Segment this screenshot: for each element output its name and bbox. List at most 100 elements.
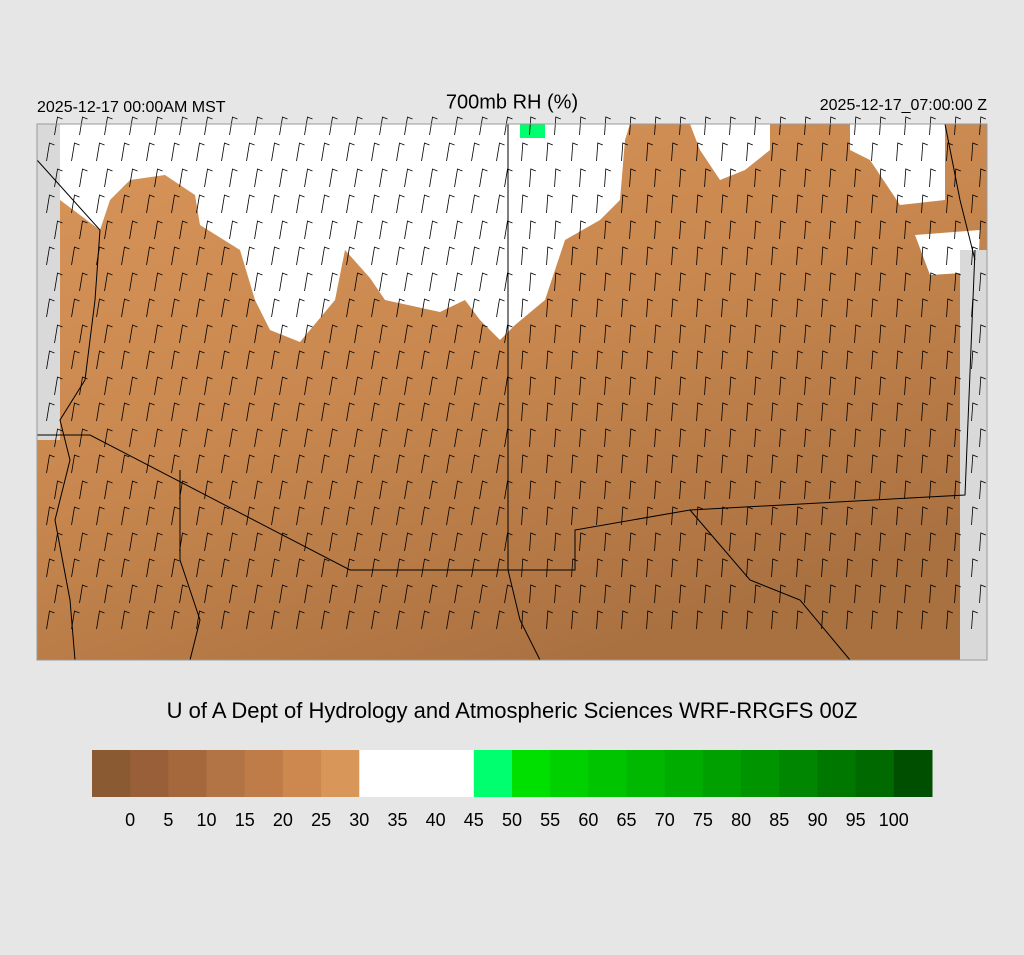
wind-barb [404,272,413,292]
wind-barb [104,376,113,396]
wind-barb [429,428,438,448]
wind-barb [396,350,405,370]
humid-patch [520,124,545,138]
wind-barb [496,298,505,318]
wind-barb [229,220,238,240]
wind-barb [704,324,711,344]
wind-barb [71,506,80,526]
wind-barb [79,324,88,344]
wind-barb [879,480,886,500]
wind-barb [629,272,636,292]
wind-barb [421,194,430,214]
wind-barb [429,584,438,604]
wind-barb [954,532,961,552]
wind-barb [796,558,803,578]
wind-barb [454,220,463,240]
wind-barb [204,532,213,552]
wind-barb [746,194,753,214]
wind-barb [779,428,786,448]
wind-barb [446,246,455,266]
wind-barb [321,402,330,422]
wind-barb [379,168,388,188]
wind-barb [821,506,828,526]
wind-barb [746,610,753,630]
wind-barb [146,506,155,526]
wind-barb [529,532,536,552]
wind-barb [921,194,928,214]
wind-barb [454,532,463,552]
color-swatch [550,750,589,797]
wind-barb [579,272,586,292]
wind-barb [554,324,561,344]
wind-barb [696,454,703,474]
wind-barb [804,168,811,188]
wind-barb [429,272,438,292]
wind-barb [379,272,388,292]
wind-barb [904,324,911,344]
wind-barb [329,584,338,604]
wind-barb [421,454,430,474]
wind-barb [596,454,603,474]
wind-barb [604,324,611,344]
wind-barb [671,610,678,630]
wind-barb [779,584,786,604]
colorbar-label: 10 [197,810,217,830]
wind-barb [329,428,338,448]
wind-barb [379,116,388,136]
wind-barb [354,168,363,188]
wind-barb [729,532,736,552]
wind-barb [946,506,953,526]
wind-barb [454,428,463,448]
wind-barb [279,480,288,500]
wind-barb [296,558,305,578]
wind-barb [129,376,138,396]
wind-barb [504,324,513,344]
wind-barb [46,558,55,578]
wind-barb [454,324,463,344]
wind-barb [721,142,728,162]
wind-barb [796,402,803,422]
wind-barb [129,116,138,136]
wind-barb [246,610,255,630]
wind-barb [146,558,155,578]
wind-barb [696,558,703,578]
wind-barb [754,376,761,396]
wind-barb [279,532,288,552]
wind-barb [354,376,363,396]
wind-barb [54,116,63,136]
wind-barb [271,454,280,474]
wind-barb [71,558,80,578]
wind-barb [979,584,986,604]
wind-barb [629,584,636,604]
wind-barb [904,428,911,448]
wind-barb [129,168,138,188]
wind-barb [704,480,711,500]
wind-barb [654,532,661,552]
wind-barb [696,402,703,422]
wind-barb [646,558,653,578]
wind-barb [679,324,686,344]
wind-barb [204,324,213,344]
wind-barb [896,558,903,578]
wind-barb [529,272,536,292]
wind-barb [229,168,238,188]
wind-barb [154,428,163,448]
wind-barb [221,142,230,162]
wind-barb [771,610,778,630]
wind-barb [596,142,603,162]
wind-barb [229,584,238,604]
wind-barb [279,584,288,604]
wind-barb [371,142,380,162]
wind-barb [979,220,986,240]
wind-barb [646,350,653,370]
wind-barb [854,272,861,292]
wind-barb [304,220,313,240]
wind-barb [771,246,778,266]
wind-barb [229,532,238,552]
wind-barb [446,506,455,526]
wind-barb [621,558,628,578]
wind-barb [321,246,330,266]
wind-barb [804,532,811,552]
wind-barb [979,480,986,500]
